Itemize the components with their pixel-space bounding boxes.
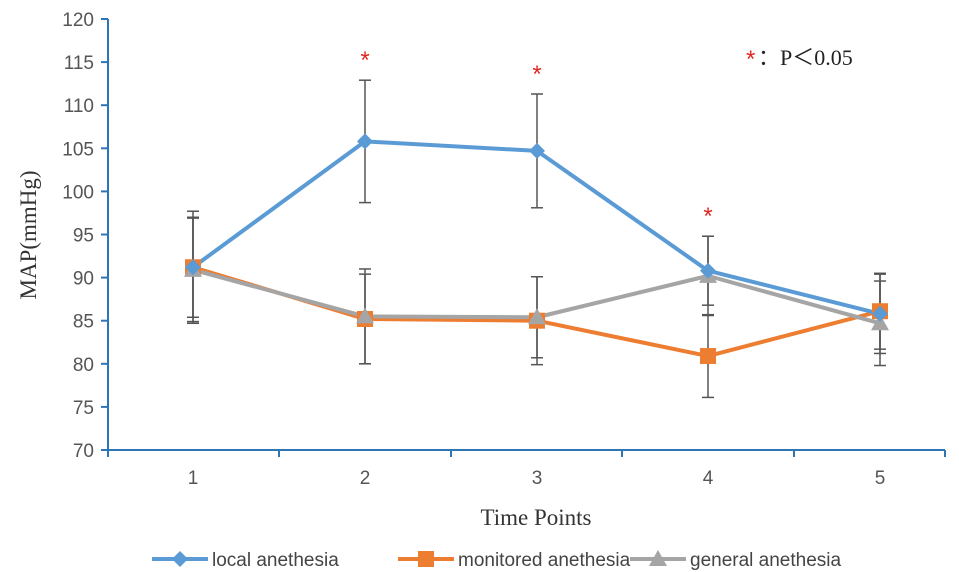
data-point-square: [700, 348, 716, 365]
significance-stars: * * *: [360, 47, 712, 230]
series-markers: [184, 133, 889, 365]
x-tick-label: 2: [360, 468, 371, 489]
significance-star: *: [703, 203, 712, 230]
y-tick-label: 95: [73, 226, 94, 247]
data-point-diamond: [529, 142, 545, 159]
x-tick-label: 5: [875, 468, 886, 489]
y-tick-label: 75: [73, 398, 94, 419]
y-axis-title: MAP(mmHg): [16, 170, 41, 299]
y-tick-label: 110: [64, 96, 94, 117]
significance-note-star: *: [746, 46, 755, 73]
legend-label: general anethesia: [690, 550, 841, 571]
data-point-diamond: [172, 551, 188, 567]
y-tick-label: 80: [73, 355, 94, 376]
legend-label: monitored anethesia: [458, 550, 631, 571]
data-point-diamond: [700, 262, 716, 279]
data-point-triangle: [356, 307, 374, 324]
y-tick-label: 90: [73, 269, 94, 290]
data-point-triangle: [528, 308, 546, 325]
data-point-triangle: [649, 550, 667, 566]
data-point-triangle: [871, 314, 889, 331]
error-bars: [187, 79, 886, 399]
data-point-square: [418, 551, 434, 567]
x-axis-ticks: 1 2 3 4 5: [107, 450, 946, 489]
x-tick-label: 3: [532, 468, 543, 489]
y-tick-label: 100: [62, 182, 94, 203]
significance-note: * ：P＜0.05: [746, 45, 853, 73]
data-point-diamond: [357, 133, 373, 150]
legend-label: local anethesia: [212, 550, 339, 571]
y-tick-label: 85: [73, 312, 94, 333]
data-point-diamond: [872, 305, 888, 322]
y-tick-label: 70: [73, 441, 94, 462]
y-tick-label: 120: [62, 10, 94, 31]
significance-star: *: [532, 61, 541, 88]
legend: local anethesia monitored anethesia genera…: [152, 550, 841, 571]
x-tick-label: 1: [188, 468, 199, 489]
significance-note-label: ：P＜0.05: [758, 45, 853, 70]
x-tick-label: 4: [703, 468, 714, 489]
significance-star: *: [360, 47, 369, 74]
y-tick-label: 105: [62, 139, 94, 160]
x-axis-title: Time Points: [480, 505, 591, 530]
y-tick-label: 115: [64, 53, 94, 74]
y-axis-ticks: 70 75 80 85 90 95 100 105 110 115 120: [62, 10, 108, 462]
data-point-diamond: [185, 259, 201, 276]
